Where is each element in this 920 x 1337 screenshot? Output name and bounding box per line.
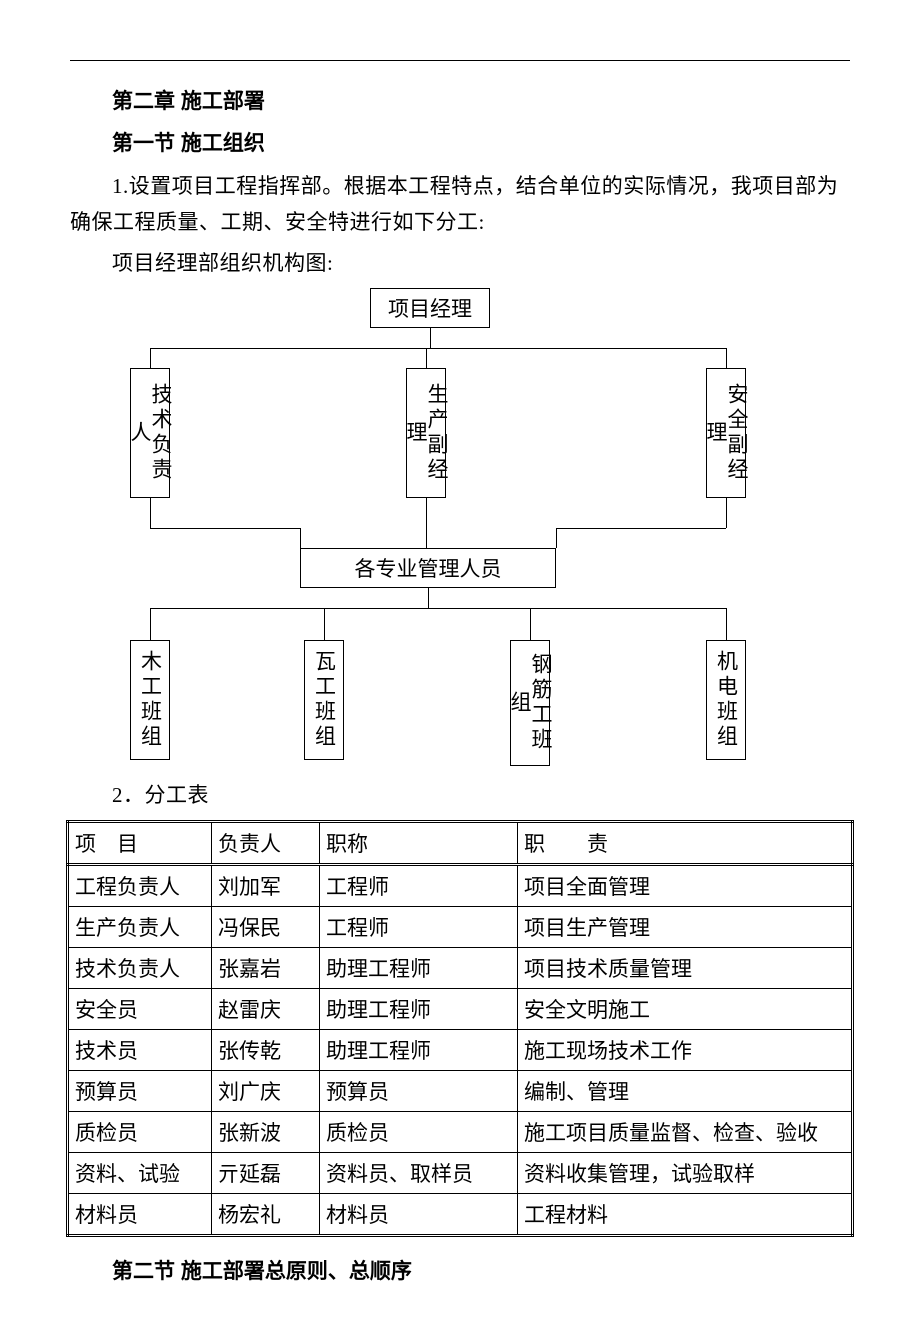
org-chart: 项目经理 技术负责人 生产副经理 安全副经理 各专业管理人员 木工班组 瓦工班组… — [70, 288, 850, 778]
table-cell: 编制、管理 — [518, 1070, 853, 1111]
paragraph-3: 2．分工表 — [70, 778, 850, 814]
table-cell: 资料员、取样员 — [320, 1152, 518, 1193]
table-header: 职 责 — [518, 821, 853, 864]
table-cell: 张传乾 — [212, 1029, 320, 1070]
table-cell: 项目全面管理 — [518, 864, 853, 906]
paragraph-1: 1.设置项目工程指挥部。根据本工程特点，结合单位的实际情况，我项目部为确保工程质… — [70, 169, 850, 240]
connector — [556, 528, 557, 548]
connector — [726, 498, 727, 528]
table-cell: 技术员 — [68, 1029, 212, 1070]
table-row: 生产负责人冯保民工程师项目生产管理 — [68, 906, 853, 947]
connector — [150, 348, 726, 349]
table-cell: 杨宏礼 — [212, 1193, 320, 1235]
table-header: 职称 — [320, 821, 518, 864]
table-header-row: 项 目 负责人 职称 职 责 — [68, 821, 853, 864]
table-header: 负责人 — [212, 821, 320, 864]
table-cell: 施工现场技术工作 — [518, 1029, 853, 1070]
table-cell: 预算员 — [320, 1070, 518, 1111]
table-cell: 技术负责人 — [68, 947, 212, 988]
connector — [150, 608, 726, 609]
node-team-1: 木工班组 — [130, 640, 170, 760]
table-cell: 张嘉岩 — [212, 947, 320, 988]
node-team-4: 机电班组 — [706, 640, 746, 760]
table-cell: 材料员 — [320, 1193, 518, 1235]
table-cell: 材料员 — [68, 1193, 212, 1235]
table-row: 技术负责人张嘉岩助理工程师项目技术质量管理 — [68, 947, 853, 988]
table-cell: 工程材料 — [518, 1193, 853, 1235]
table-row: 技术员张传乾助理工程师施工现场技术工作 — [68, 1029, 853, 1070]
node-safe: 安全副经理 — [706, 368, 746, 498]
table-cell: 资料、试验 — [68, 1152, 212, 1193]
table-cell: 张新波 — [212, 1111, 320, 1152]
table-header: 项 目 — [68, 821, 212, 864]
connector — [428, 588, 429, 608]
node-tech: 技术负责人 — [130, 368, 170, 498]
table-cell: 工程师 — [320, 864, 518, 906]
table-cell: 工程负责人 — [68, 864, 212, 906]
node-managers: 各专业管理人员 — [300, 548, 556, 588]
connector — [300, 528, 301, 548]
table-cell: 刘广庆 — [212, 1070, 320, 1111]
node-root: 项目经理 — [370, 288, 490, 328]
table-cell: 赵雷庆 — [212, 988, 320, 1029]
connector — [530, 608, 531, 640]
table-cell: 助理工程师 — [320, 947, 518, 988]
table-cell: 安全文明施工 — [518, 988, 853, 1029]
table-cell: 预算员 — [68, 1070, 212, 1111]
table-cell: 助理工程师 — [320, 988, 518, 1029]
table-cell: 生产负责人 — [68, 906, 212, 947]
table-row: 工程负责人刘加军工程师项目全面管理 — [68, 864, 853, 906]
table-cell: 资料收集管理，试验取样 — [518, 1152, 853, 1193]
table-cell: 刘加军 — [212, 864, 320, 906]
table-row: 资料、试验亓延磊资料员、取样员资料收集管理，试验取样 — [68, 1152, 853, 1193]
node-team-3: 钢筋工班组 — [510, 640, 550, 766]
table-cell: 质检员 — [320, 1111, 518, 1152]
connector — [556, 528, 726, 529]
table-cell: 质检员 — [68, 1111, 212, 1152]
connector — [150, 498, 151, 528]
node-team-2: 瓦工班组 — [304, 640, 344, 760]
table-cell: 亓延磊 — [212, 1152, 320, 1193]
table-row: 安全员赵雷庆助理工程师安全文明施工 — [68, 988, 853, 1029]
top-rule — [70, 60, 850, 61]
table-cell: 助理工程师 — [320, 1029, 518, 1070]
paragraph-2: 项目经理部组织机构图: — [70, 246, 850, 282]
table-cell: 项目技术质量管理 — [518, 947, 853, 988]
connector — [726, 348, 727, 368]
connector — [430, 328, 431, 348]
node-prod: 生产副经理 — [406, 368, 446, 498]
table-cell: 工程师 — [320, 906, 518, 947]
document-page: 第二章 施工部署 第一节 施工组织 1.设置项目工程指挥部。根据本工程特点，结合… — [0, 0, 920, 1337]
connector — [150, 608, 151, 640]
section-2-heading: 第二节 施工部署总原则、总顺序 — [70, 1255, 850, 1285]
table-row: 预算员刘广庆预算员编制、管理 — [68, 1070, 853, 1111]
table-cell: 安全员 — [68, 988, 212, 1029]
duty-table-wrap: 项 目 负责人 职称 职 责 工程负责人刘加军工程师项目全面管理生产负责人冯保民… — [66, 820, 854, 1237]
chapter-heading: 第二章 施工部署 — [70, 85, 850, 115]
table-cell: 冯保民 — [212, 906, 320, 947]
connector — [426, 498, 427, 548]
table-cell: 项目生产管理 — [518, 906, 853, 947]
connector — [726, 608, 727, 640]
connector — [426, 348, 427, 368]
table-row: 质检员张新波质检员施工项目质量监督、检查、验收 — [68, 1111, 853, 1152]
table-cell: 施工项目质量监督、检查、验收 — [518, 1111, 853, 1152]
connector — [150, 348, 151, 368]
connector — [150, 528, 300, 529]
table-row: 材料员杨宏礼材料员工程材料 — [68, 1193, 853, 1235]
section-1-heading: 第一节 施工组织 — [70, 127, 850, 157]
duty-table: 项 目 负责人 职称 职 责 工程负责人刘加军工程师项目全面管理生产负责人冯保民… — [66, 820, 854, 1237]
connector — [324, 608, 325, 640]
